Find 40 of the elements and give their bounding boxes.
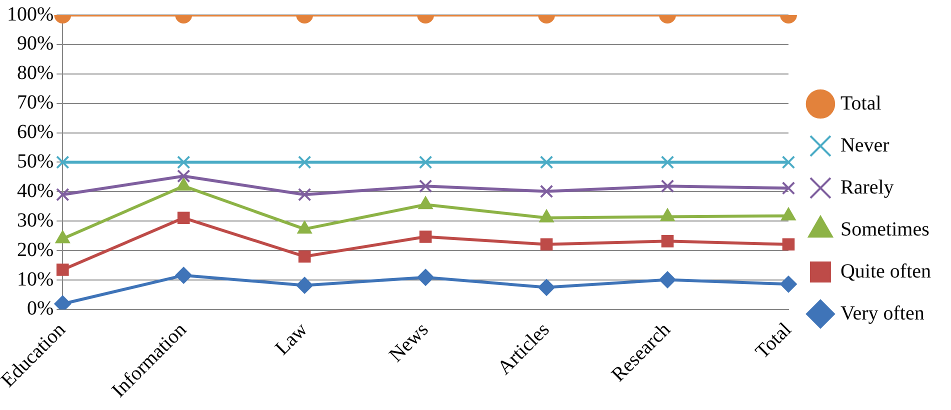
point — [661, 235, 674, 248]
point — [660, 156, 674, 169]
y-tick-label: 30% — [16, 209, 54, 232]
legend-label: Sometimes — [840, 218, 930, 240]
point — [660, 179, 674, 193]
y-tick-label: 10% — [16, 268, 54, 290]
point — [56, 188, 70, 202]
y-tick-label: 70% — [16, 92, 54, 114]
point — [782, 182, 796, 195]
y-tick-label: 90% — [16, 32, 54, 55]
point — [418, 156, 432, 169]
point — [297, 220, 312, 234]
y-tick-label: 0% — [26, 298, 54, 320]
point — [177, 212, 190, 224]
point — [782, 238, 795, 251]
y-tick-label: 40% — [16, 180, 54, 202]
legend-label: Rarely — [840, 176, 894, 198]
point — [176, 169, 190, 183]
y-tick-label: 100% — [6, 3, 54, 26]
point — [298, 156, 312, 169]
y-tick-label: 50% — [16, 150, 54, 172]
point — [419, 230, 432, 243]
point — [298, 250, 311, 263]
legend-label: Quite often — [840, 260, 932, 282]
point — [56, 156, 70, 169]
legend-label: Total — [840, 92, 882, 114]
y-tick-label: 60% — [16, 121, 54, 144]
y-tick-label: 80% — [16, 62, 54, 84]
point — [782, 156, 796, 169]
y-tick-label: 20% — [16, 238, 54, 261]
x-tick-label: Law — [271, 318, 312, 360]
point — [298, 188, 312, 202]
point — [176, 156, 190, 169]
point — [418, 179, 432, 193]
point — [540, 156, 554, 169]
legend-label: Very often — [840, 302, 924, 324]
point — [540, 184, 554, 198]
legend-label: Never — [840, 134, 890, 156]
point — [55, 230, 70, 244]
point — [540, 238, 553, 251]
